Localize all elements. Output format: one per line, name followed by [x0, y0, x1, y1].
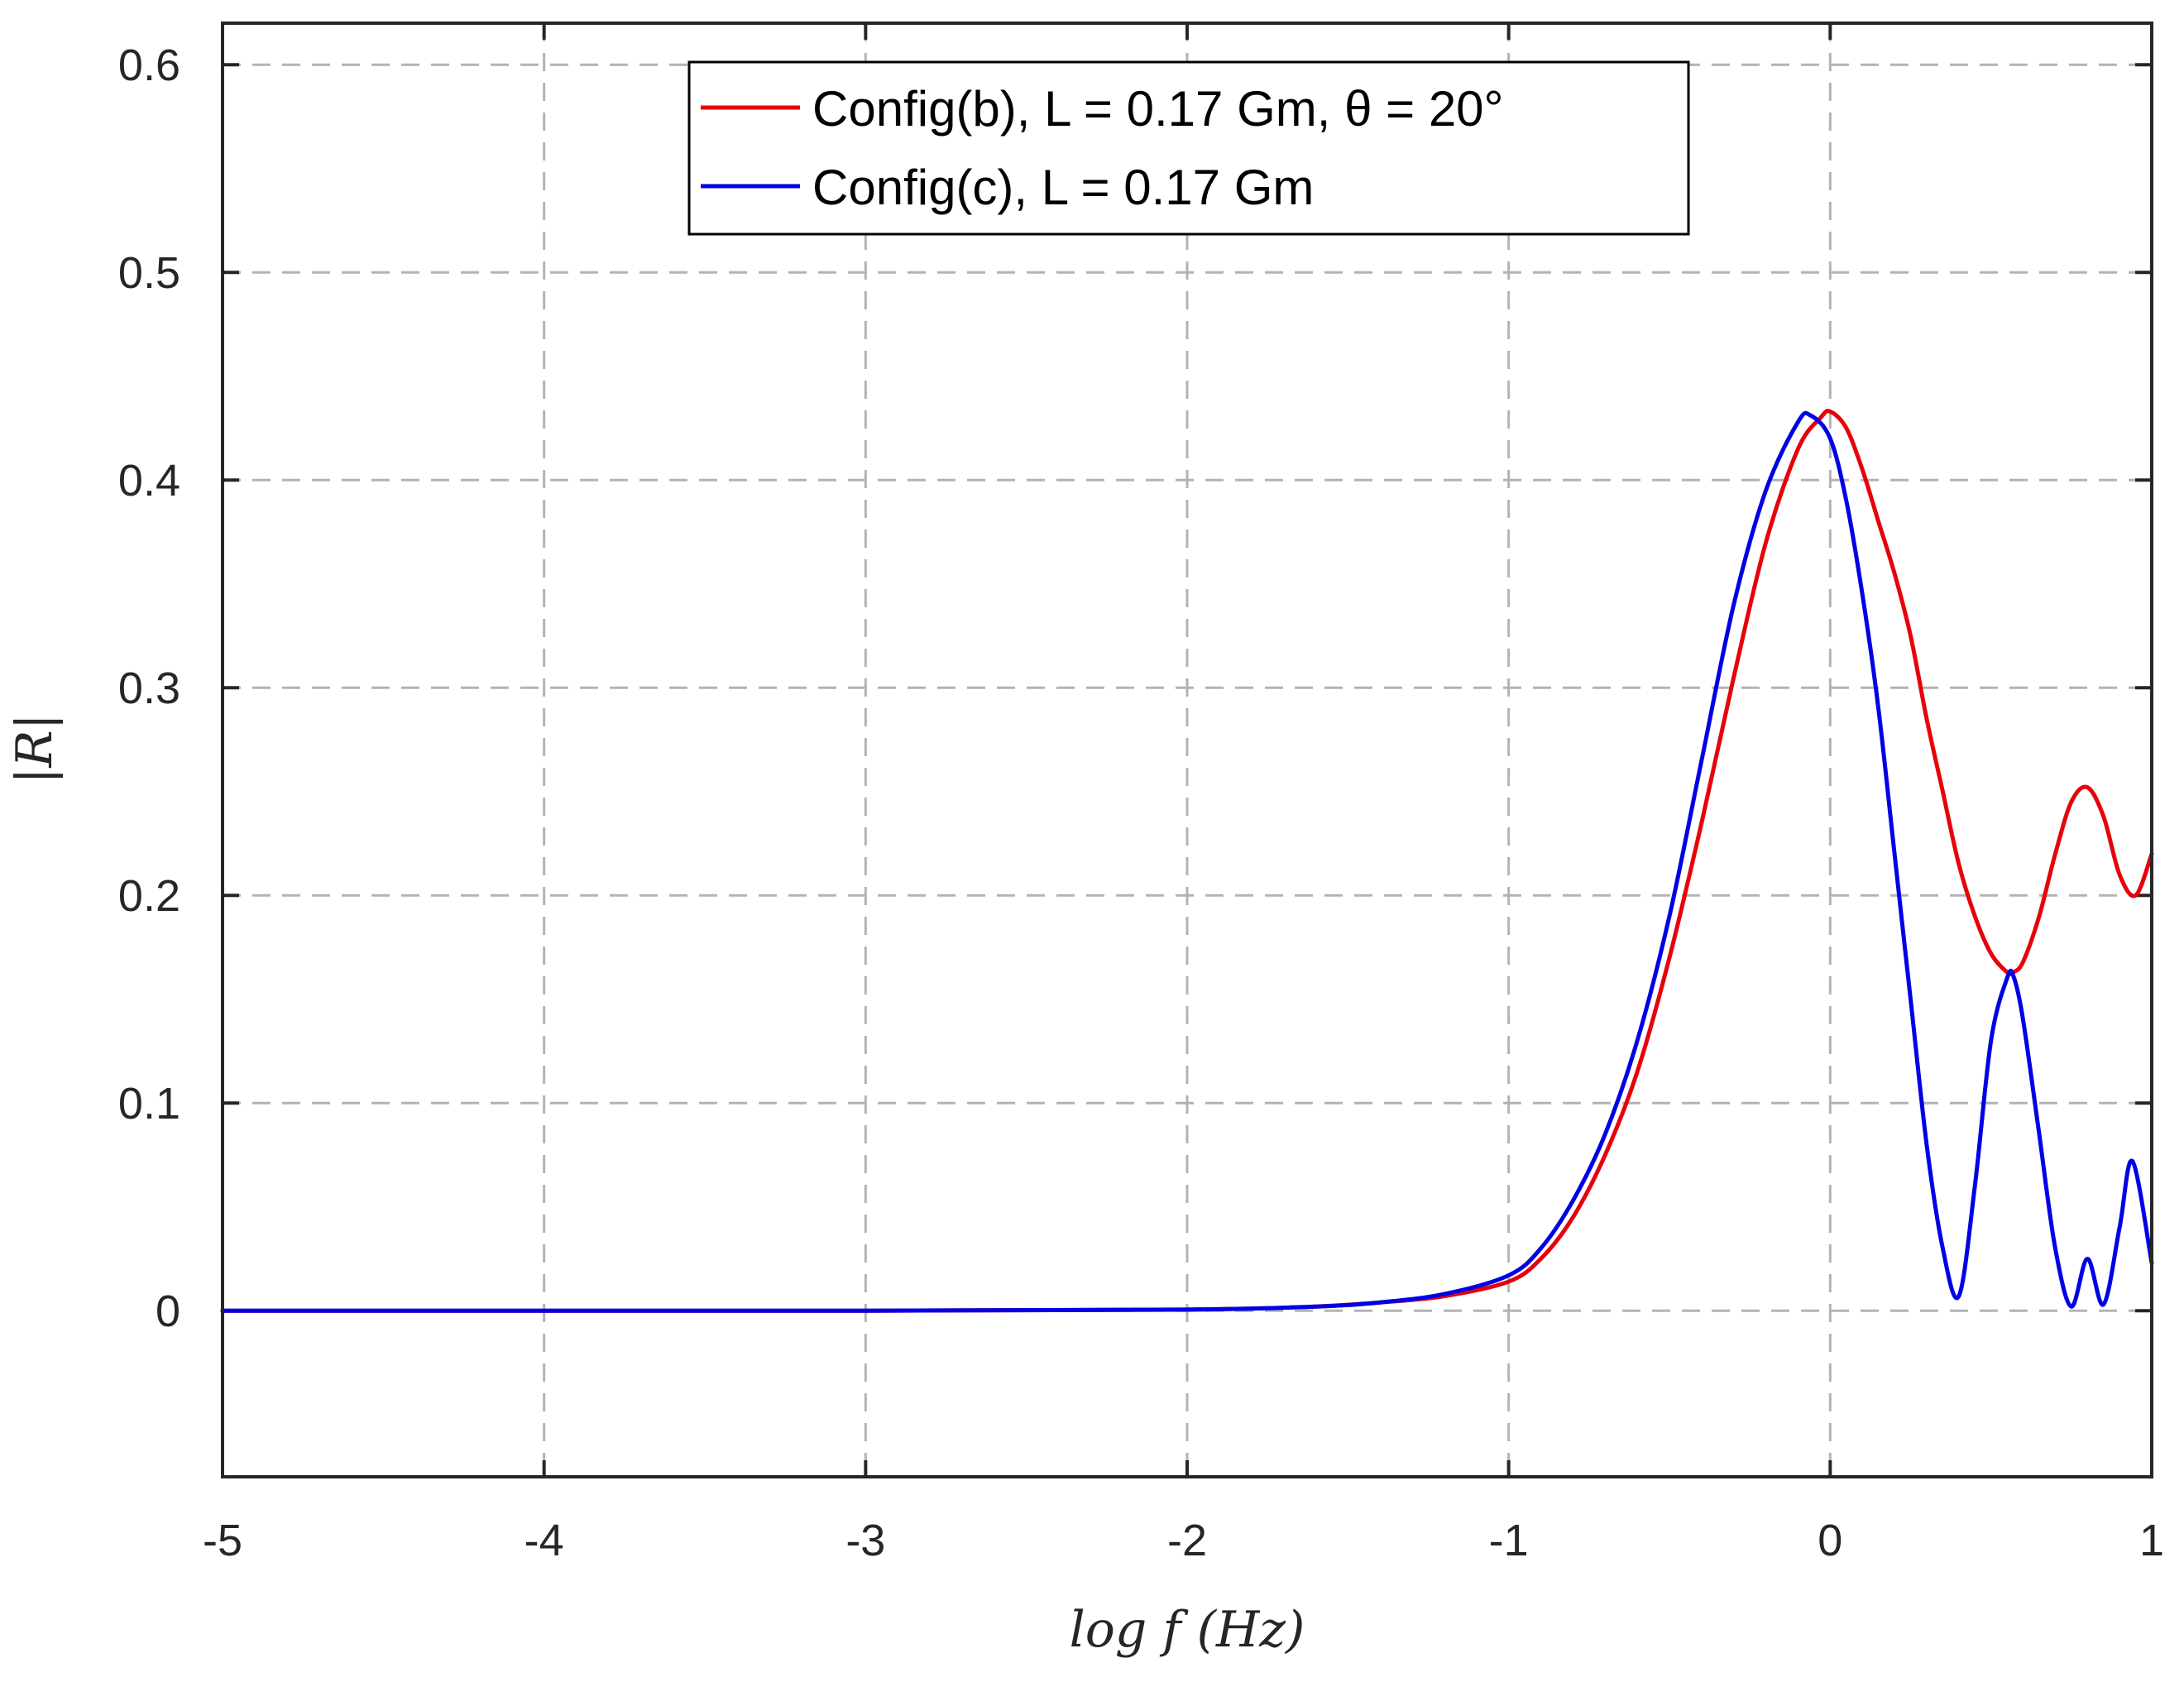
y-tick-label: 0.2: [118, 871, 180, 921]
y-tick-label: 0.4: [118, 456, 180, 506]
legend-box: [687, 60, 1690, 236]
y-tick-label: 0: [156, 1287, 180, 1336]
grid-lines: [221, 23, 2153, 1477]
x-tick-label: -2: [1167, 1516, 1207, 1565]
axis-ticks: [221, 23, 2153, 1477]
series-lines: [220, 409, 2154, 1313]
x-tick-labels: -5 -4 -3 -2 -1 0 1: [203, 1516, 2164, 1565]
y-tick-label: 0.1: [118, 1079, 180, 1129]
x-tick-label: -4: [524, 1516, 564, 1565]
y-axis-label: |R|: [6, 713, 64, 784]
x-tick-label: -1: [1489, 1516, 1529, 1565]
x-tick-label: -3: [845, 1516, 885, 1565]
y-tick-label: 0.6: [118, 41, 180, 90]
x-tick-label: 0: [1818, 1516, 1842, 1565]
x-tick-label: -5: [203, 1516, 242, 1565]
y-tick-label: 0.3: [118, 664, 180, 713]
y-tick-labels: 0 0.1 0.2 0.3 0.4 0.5 0.6: [118, 41, 180, 1336]
x-tick-label: 1: [2139, 1516, 2164, 1565]
axes-frame: [221, 22, 2153, 1478]
y-tick-label: 0.5: [118, 248, 180, 298]
legend: Config(b), L = 0.17 Gm, θ = 20° Config(c…: [687, 60, 1690, 236]
legend-label-config-c: Config(c), L = 0.17 Gm: [812, 160, 1314, 215]
series-line-config-c: [220, 410, 2154, 1313]
legend-label-config-b: Config(b), L = 0.17 Gm, θ = 20°: [812, 81, 1504, 137]
x-axis-label: log f (Hz): [1070, 1601, 1305, 1659]
